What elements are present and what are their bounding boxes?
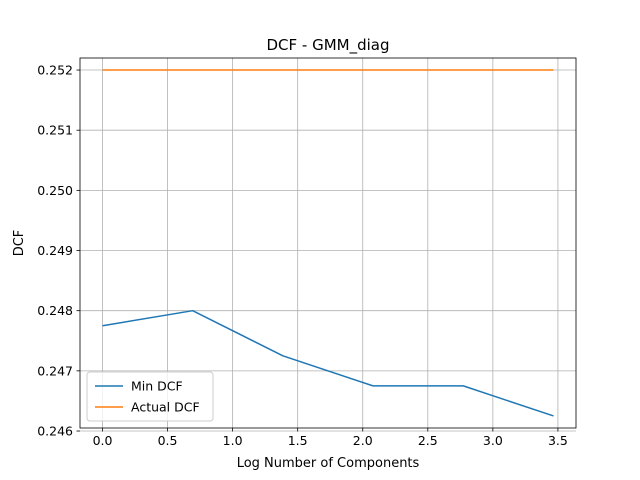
- series-lines: [102, 69, 554, 417]
- y-tick-label: 0.249: [37, 243, 73, 258]
- x-tick-label: 1.0: [223, 433, 243, 448]
- x-tick-label: 0.5: [158, 433, 178, 448]
- axis-ticks: 0.0 0.5 1.0 1.5 2.0 2.5 3.0 3.5 0.246 0.247 0.248 0…: [37, 63, 568, 448]
- x-tick-label: 3.0: [483, 433, 503, 448]
- x-tick-label: 0.0: [93, 433, 113, 448]
- legend-label-actual-dcf: Actual DCF: [131, 400, 200, 415]
- chart-title: DCF - GMM_diag: [266, 36, 389, 55]
- x-tick-label: 3.5: [548, 433, 568, 448]
- x-axis-label: Log Number of Components: [237, 456, 420, 471]
- plot-frame: [79, 57, 577, 429]
- y-tick-label: 0.246: [37, 424, 73, 439]
- plot-area: [80, 58, 576, 428]
- y-tick-label: 0.247: [37, 363, 73, 378]
- y-tick-label: 0.248: [37, 303, 73, 318]
- y-tick-label: 0.251: [37, 123, 73, 138]
- legend: Min DCF Actual DCF: [86, 371, 214, 422]
- x-tick-label: 1.5: [288, 433, 308, 448]
- y-tick-label: 0.250: [37, 183, 73, 198]
- y-tick-label: 0.252: [37, 63, 73, 78]
- legend-box: [86, 371, 214, 422]
- y-axis-label: DCF: [12, 230, 27, 257]
- series-line-min-dcf: [102, 309, 554, 417]
- x-tick-label: 2.0: [353, 433, 373, 448]
- legend-label-min-dcf: Min DCF: [131, 379, 183, 394]
- grid: [80, 58, 576, 432]
- x-tick-label: 2.5: [418, 433, 438, 448]
